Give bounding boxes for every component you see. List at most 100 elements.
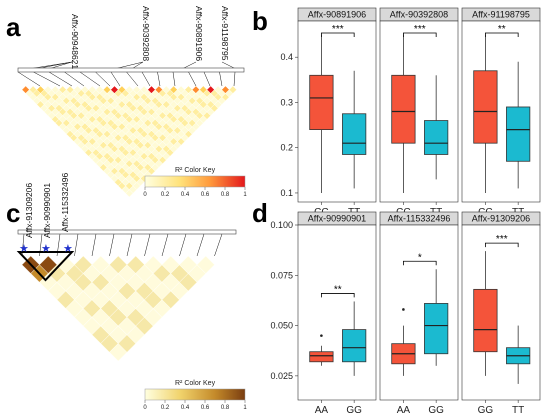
ld-c-key-tick-label-5: 1 — [243, 405, 247, 411]
d-xtick-label-1-0: AA — [397, 405, 411, 416]
d-significance-bracket-0 — [321, 293, 355, 298]
d-box-body-0-0 — [309, 351, 334, 363]
b-box-body-2-1 — [506, 106, 531, 162]
b-ytick-label-2: 0.3 — [280, 97, 293, 107]
ld-c-connector-9 — [179, 233, 187, 257]
ld-a-connector-14 — [233, 71, 236, 87]
b-ytick-label-0: 0.1 — [280, 188, 293, 198]
ld-a-snp-label-3: Affx-90891906 — [194, 6, 204, 61]
b-box-body-2-0 — [473, 70, 498, 144]
ld-heatmap-c: Affx-91309206 Affx-90990901 Affx-1153324… — [16, 172, 247, 411]
ld-c-connector-6 — [126, 233, 133, 257]
d-facet-title-0: Affx-90990901 — [308, 214, 366, 224]
d-xtick-label-0-1: GG — [346, 405, 362, 416]
b-significance-1: *** — [403, 24, 437, 37]
ld-c-color-key: R² Color Key 0 0.2 0.4 0.6 0.8 1 — [143, 380, 247, 411]
ld-c-snp-label-2: Affx-90990901 — [42, 183, 52, 238]
b-significance-0: *** — [321, 24, 355, 37]
d-ytick-label-0: 0.025 — [270, 371, 293, 381]
d-facet-1: Affx-115332496 AA GG * — [379, 211, 459, 416]
ld-c-connector-3 — [74, 233, 79, 257]
ld-c-snp-label-3: Affx-115332496 — [60, 172, 70, 232]
ld-a-connector-lines — [17, 61, 239, 87]
ld-a-connector-6 — [110, 71, 121, 87]
d-box-1-0: AA — [391, 308, 416, 416]
d-facet-title-2: Affx-91309206 — [472, 214, 530, 224]
d-box-body-0-1 — [342, 329, 367, 363]
ld-c-star-3: ★ — [63, 242, 73, 255]
b-box-body-1-1 — [424, 120, 449, 155]
b-significance-label-2: ** — [498, 24, 506, 35]
ld-c-cells — [21, 255, 215, 362]
b-significance-label-0: *** — [332, 24, 344, 35]
d-box-body-2-0 — [473, 288, 498, 353]
ld-a-cells — [21, 85, 237, 198]
ld-a-connector-9 — [157, 71, 161, 87]
ld-c-connector-5 — [109, 233, 115, 257]
ld-a-key-tick-label-4: 0.8 — [221, 192, 230, 198]
ld-a-color-key: R² Color Key 0 0.2 0.4 0.6 0.8 1 — [143, 167, 247, 198]
ld-c-connector-4 — [91, 233, 97, 257]
d-box-2-1: TT — [506, 325, 531, 416]
d-significance-bracket-1 — [403, 260, 437, 266]
d-facet-frame-0 — [297, 224, 377, 401]
ld-a-key-tick-label-1: 0.2 — [161, 192, 170, 198]
d-significance-label-0: ** — [334, 284, 342, 295]
ld-c-top-bar — [17, 229, 237, 235]
ld-heatmap-a: Affx-90948621 Affx-90392808 Affx-9089190… — [17, 6, 247, 198]
d-ytick-label-3: 0.100 — [270, 220, 293, 230]
ld-c-key-tick-label-0: 0 — [143, 405, 147, 411]
panel-letter-d: d — [252, 198, 268, 228]
d-box-body-1-1 — [424, 303, 449, 355]
ld-a-connector-13 — [219, 71, 223, 87]
ld-c-color-key-ticks: 0 0.2 0.4 0.6 0.8 1 — [143, 400, 247, 411]
b-significance-2: ** — [485, 24, 519, 37]
b-significance-bracket-2 — [485, 32, 519, 37]
d-significance-label-2: *** — [496, 234, 508, 245]
ld-a-key-tick-label-3: 0.6 — [201, 192, 210, 198]
b-significance-bracket-0 — [321, 32, 355, 37]
ld-c-connector-8 — [161, 233, 169, 257]
d-significance-2: *** — [485, 234, 519, 248]
ld-a-key-tick-label-0: 0 — [143, 192, 147, 198]
ld-a-key-tick-label-5: 1 — [243, 192, 247, 198]
ld-c-block-outline — [16, 251, 75, 282]
d-significance-1: * — [403, 252, 437, 266]
panel-letter-c: c — [6, 198, 20, 228]
d-box-0-0: AA — [309, 334, 334, 416]
ld-a-connector-8 — [141, 71, 151, 87]
ld-c-key-tick-label-3: 0.6 — [201, 405, 210, 411]
ld-a-connector-1 — [33, 71, 61, 87]
b-facet-title-0: Affx-90891906 — [308, 10, 366, 20]
b-significance-bracket-1 — [403, 32, 437, 37]
b-significance-label-1: *** — [414, 24, 426, 35]
ld-c-star-2: ★ — [41, 242, 51, 255]
ld-a-connector-5 — [95, 71, 111, 87]
ld-a-top-bar — [17, 67, 245, 73]
b-ytick-label-1: 0.2 — [280, 143, 293, 153]
d-outlier-0-0-0 — [320, 334, 323, 337]
d-xtick-label-1-1: GG — [428, 405, 444, 416]
ld-c-marker-stars: ★ ★ ★ — [19, 242, 73, 255]
d-xtick-label-2-1: TT — [512, 405, 524, 416]
ld-a-key-tick-label-2: 0.4 — [181, 192, 190, 198]
d-facet-title-1: Affx-115332496 — [388, 214, 451, 224]
d-xtick-label-2-0: GG — [478, 405, 494, 416]
d-significance-0: ** — [321, 284, 355, 298]
b-facet-title-1: Affx-90392808 — [390, 10, 448, 20]
ld-c-cell-65 — [196, 255, 215, 274]
ld-a-snp-label-1: Affx-90948621 — [70, 14, 80, 69]
d-significance-label-1: * — [418, 252, 422, 263]
ld-c-connector-7 — [144, 233, 151, 257]
boxplot-panel-b: Affx-908919060.10.20.30.4CCTT***Affx-903… — [280, 7, 541, 218]
ld-a-connector-0 — [17, 71, 41, 87]
ld-c-connector-lines — [21, 233, 223, 257]
b-ytick-label-3: 0.4 — [280, 52, 293, 62]
d-box-0-1: GG — [342, 301, 367, 416]
d-box-2-0: GG — [473, 251, 498, 416]
panel-letter-a: a — [6, 12, 21, 42]
ld-c-connector-10 — [196, 233, 205, 257]
